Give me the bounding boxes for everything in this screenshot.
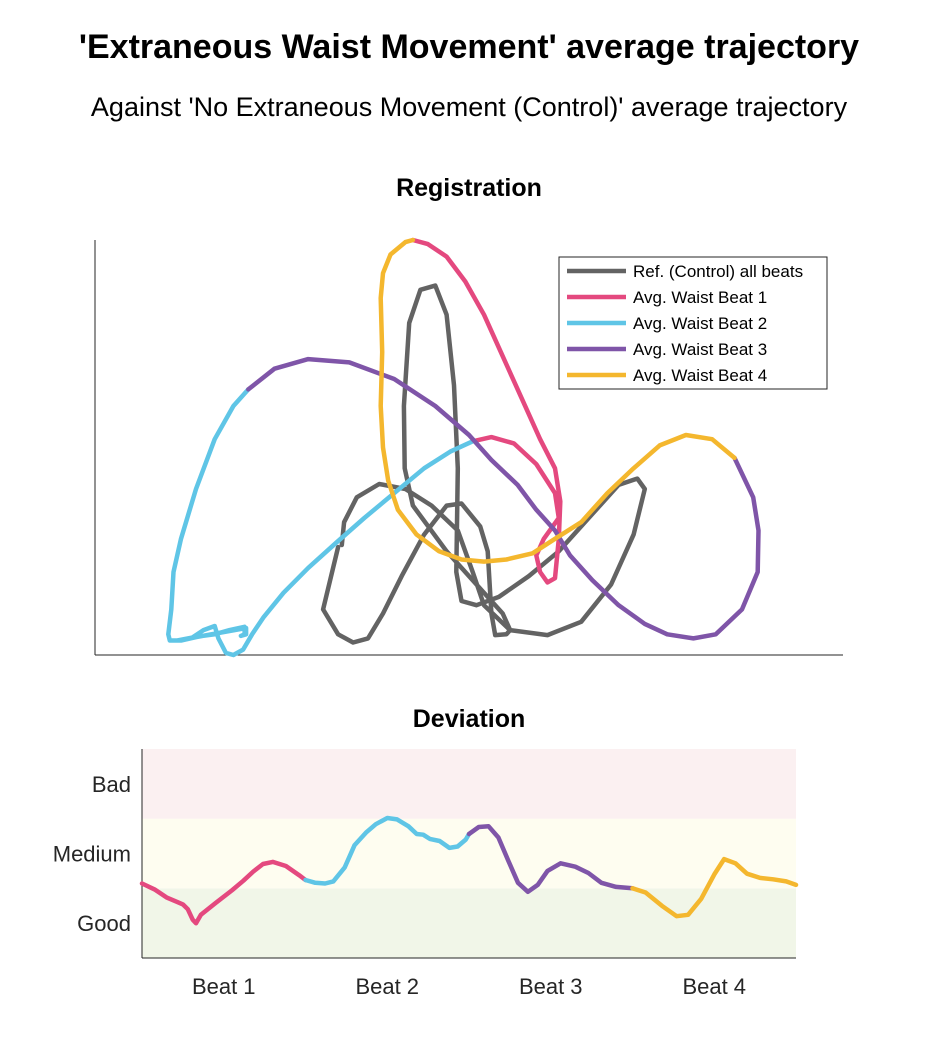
legend-entry-1: Avg. Waist Beat 1 bbox=[633, 288, 767, 307]
x-tick-label-4: Beat 4 bbox=[682, 974, 746, 999]
registration-series-3 bbox=[246, 356, 761, 641]
y-tick-label-bad: Bad bbox=[92, 772, 131, 797]
deviation-series-3 bbox=[630, 856, 799, 919]
registration-series-0 bbox=[320, 283, 648, 645]
registration-title: Registration bbox=[396, 174, 542, 202]
band-medium bbox=[142, 818, 796, 889]
legend-entry-0: Ref. (Control) all beats bbox=[633, 262, 803, 281]
legend-entry-3: Avg. Waist Beat 3 bbox=[633, 340, 767, 359]
deviation-title: Deviation bbox=[412, 705, 526, 733]
registration-series-2 bbox=[166, 387, 475, 658]
chart-subtitle: Against 'No Extraneous Movement (Control… bbox=[90, 92, 848, 122]
band-bad bbox=[142, 749, 796, 819]
x-tick-label-1: Beat 1 bbox=[192, 974, 256, 999]
band-good bbox=[142, 888, 796, 958]
chart-title: 'Extraneous Waist Movement' average traj… bbox=[78, 28, 860, 66]
x-tick-label-2: Beat 2 bbox=[355, 974, 419, 999]
y-tick-label-good: Good bbox=[77, 911, 131, 936]
deviation-series-2 bbox=[466, 824, 635, 895]
registration-legend bbox=[558, 256, 828, 390]
legend-entry-4: Avg. Waist Beat 4 bbox=[633, 366, 767, 385]
x-tick-label-3: Beat 3 bbox=[519, 974, 583, 999]
deviation-series-1 bbox=[303, 815, 472, 886]
legend-entry-2: Avg. Waist Beat 2 bbox=[633, 314, 767, 333]
registration-series-1 bbox=[410, 237, 563, 585]
deviation-series-0 bbox=[139, 859, 308, 926]
y-tick-label-medium: Medium bbox=[53, 842, 131, 867]
registration-series-4 bbox=[378, 237, 737, 564]
